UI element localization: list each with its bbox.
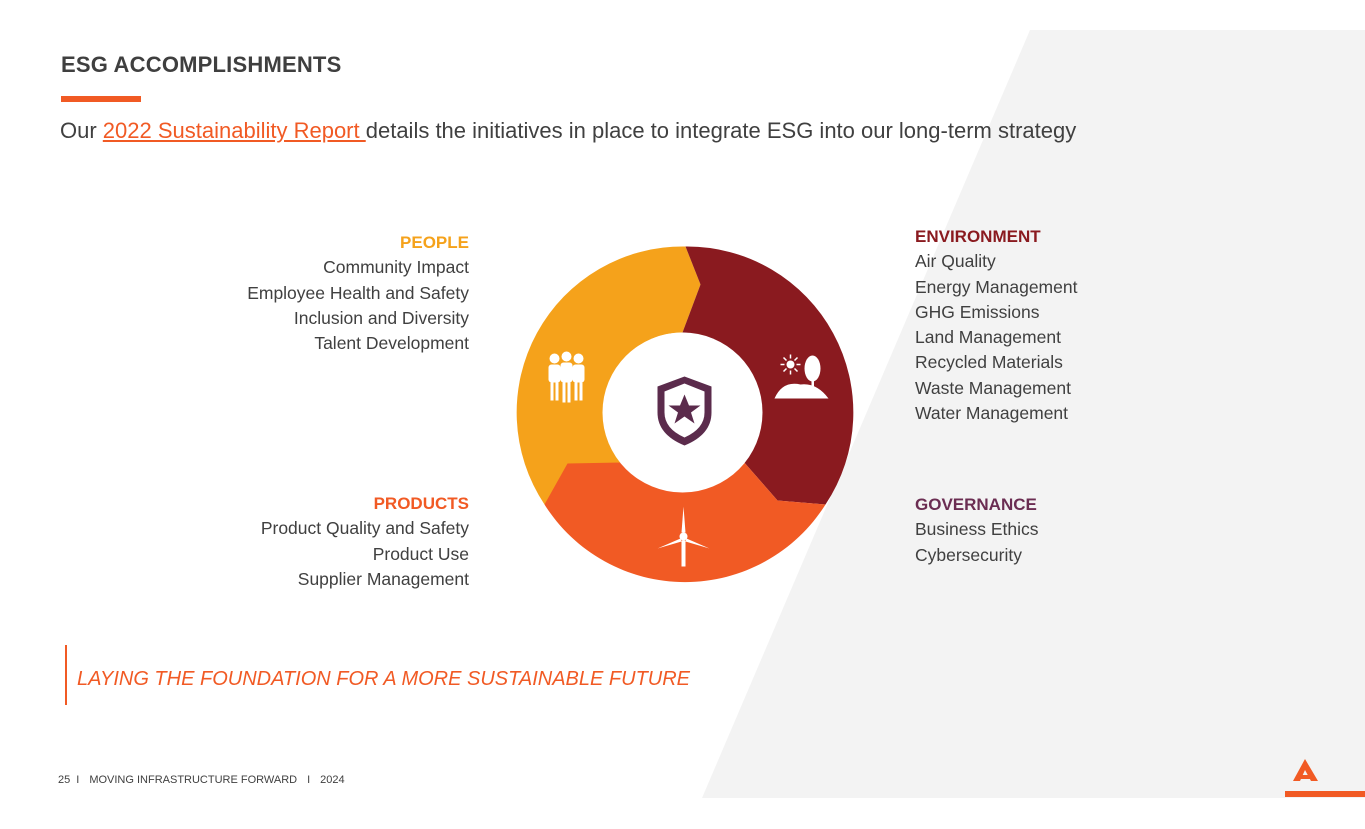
environment-section: ENVIRONMENT Air Quality Energy Managemen… [915,224,1077,426]
people-heading: PEOPLE [400,233,469,252]
environment-item: Waste Management [915,377,1071,398]
intro-prefix: Our [60,118,103,143]
products-section: PRODUCTS Product Quality and Safety Prod… [261,491,469,592]
products-item: Product Quality and Safety [260,518,469,539]
sustainability-report-link[interactable]: 2022 Sustainability Report [102,118,366,143]
governance-section: GOVERNANCE Business Ethics Cybersecurity [915,492,1039,568]
environment-segment [682,246,854,505]
footer-separator: I [76,774,80,786]
governance-heading: GOVERNANCE [915,495,1037,514]
environment-item: GHG Emissions [915,301,1040,322]
wheel-segments [516,246,854,583]
governance-item: Cybersecurity [915,544,1022,565]
products-heading: PRODUCTS [373,494,469,513]
environment-heading: ENVIRONMENT [915,227,1041,246]
products-item: Product Use [372,543,469,564]
footer: 25 I MOVING INFRASTRUCTURE FORWARD I 2024 [58,774,351,786]
people-item: Talent Development [314,333,469,354]
environment-item: Recycled Materials [915,352,1063,373]
people-item: Employee Health and Safety [247,282,469,303]
governance-item: Business Ethics [915,519,1039,540]
footer-page-number: 25 [58,774,71,786]
tagline: LAYING THE FOUNDATION FOR A MORE SUSTAIN… [77,668,691,690]
title-underline [61,96,141,102]
people-segment [516,246,701,505]
company-logo [1285,759,1365,797]
environment-item: Air Quality [915,251,996,272]
landscape-sun-tree-icon [774,354,829,399]
products-item: Supplier Management [297,568,469,589]
wind-turbine-icon [657,506,710,567]
environment-item: Land Management [915,327,1061,348]
environment-item: Energy Management [915,276,1078,297]
people-group-icon [548,351,585,403]
tagline-rule [65,645,67,705]
footer-year: 2024 [320,774,345,786]
people-item: Inclusion and Diversity [293,307,469,328]
footer-separator: I [307,774,311,786]
shield-star-icon [657,376,712,446]
people-section: PEOPLE Community Impact Employee Health … [247,230,469,356]
environment-item: Water Management [915,403,1069,424]
page-title: ESG ACCOMPLISHMENTS [61,52,342,77]
esg-wheel [516,246,854,583]
intro-text: Our 2022 Sustainability Report details t… [60,118,1076,144]
footer-text: MOVING INFRASTRUCTURE FORWARD [89,774,298,786]
products-segment [544,460,826,583]
intro-suffix: details the initiatives in place to inte… [365,118,1077,143]
people-item: Community Impact [323,257,469,278]
